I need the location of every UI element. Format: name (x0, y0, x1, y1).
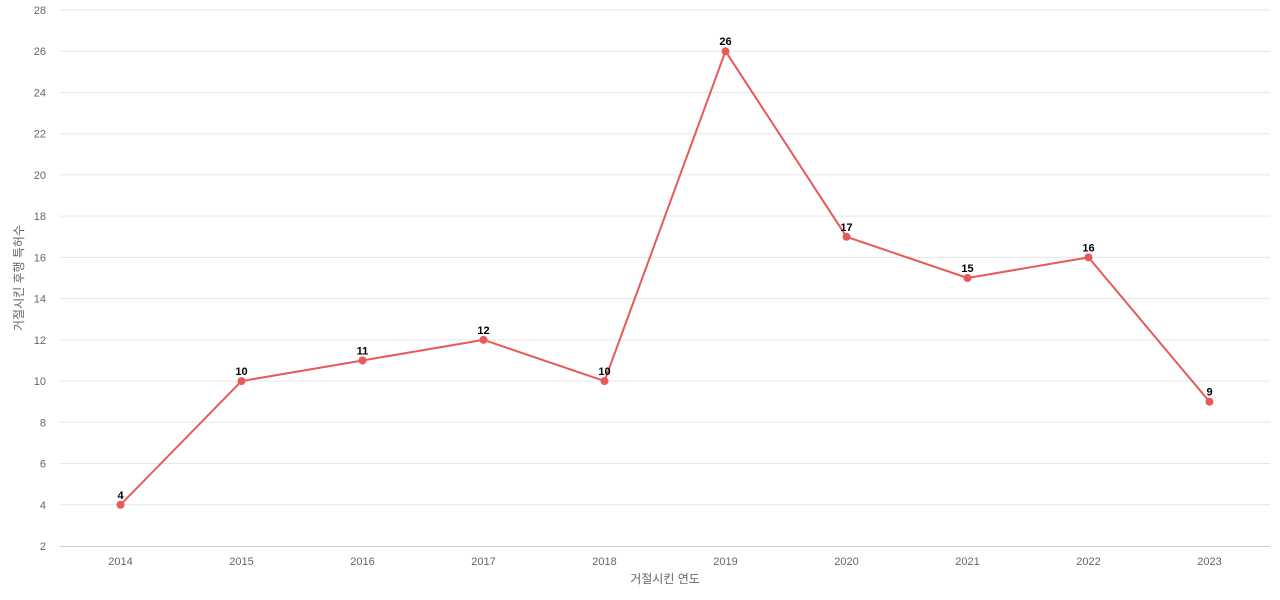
series-group: 4 10 11 12 10 26 17 15 16 9 (116, 36, 1214, 509)
data-label: 16 (1082, 242, 1094, 254)
data-point (479, 335, 488, 344)
y-tick-label: 14 (34, 294, 46, 306)
x-tick-label: 2023 (1197, 556, 1221, 568)
y-tick-label: 22 (34, 129, 46, 141)
data-label: 10 (235, 366, 247, 378)
series-line (119, 50, 1211, 506)
x-tick-label: 2015 (229, 556, 253, 568)
y-tick-label: 28 (34, 5, 46, 17)
data-label: 11 (357, 345, 369, 357)
data-label: 26 (719, 36, 731, 48)
x-tick-label: 2017 (471, 556, 495, 568)
data-label: 9 (1206, 387, 1212, 399)
x-tick-label: 2022 (1076, 556, 1100, 568)
data-point (358, 356, 367, 365)
y-tick-label: 4 (40, 500, 46, 512)
y-tick-label: 2 (40, 541, 46, 553)
y-tick-label: 24 (34, 87, 46, 99)
data-label: 15 (961, 263, 973, 275)
y-tick-label: 10 (34, 376, 46, 388)
x-tick-label: 2021 (955, 556, 979, 568)
y-tick-label: 26 (34, 46, 46, 58)
y-tick-label: 6 (40, 459, 46, 471)
y-tick-label: 18 (34, 211, 46, 223)
x-tick-label: 2018 (592, 556, 616, 568)
data-label: 10 (598, 366, 610, 378)
x-tick-label: 2014 (108, 556, 132, 568)
data-point (721, 47, 730, 56)
x-tick-label: 2020 (834, 556, 858, 568)
data-point (237, 377, 246, 386)
x-tick-label: 2019 (713, 556, 737, 568)
data-point (600, 377, 609, 386)
x-axis-title: 거절시킨 연도 (630, 572, 700, 586)
x-axis-ticks: 2014 2015 2016 2017 2018 2019 2020 2021 2022 2023 (108, 556, 1221, 568)
x-tick-label: 2016 (350, 556, 374, 568)
gridlines (60, 9, 1270, 506)
data-point (963, 274, 972, 282)
y-tick-label: 16 (34, 252, 46, 264)
data-point (116, 500, 125, 509)
data-label: 4 (117, 490, 124, 502)
data-point (1084, 253, 1093, 262)
data-point (842, 232, 851, 241)
y-tick-label: 12 (34, 335, 46, 347)
data-point (1205, 397, 1214, 406)
data-label: 17 (840, 222, 852, 234)
y-axis-title: 거절시킨 후행 특허수 (11, 225, 26, 331)
data-label: 12 (477, 325, 489, 337)
y-tick-label: 20 (34, 170, 46, 182)
y-tick-label: 8 (40, 417, 46, 429)
